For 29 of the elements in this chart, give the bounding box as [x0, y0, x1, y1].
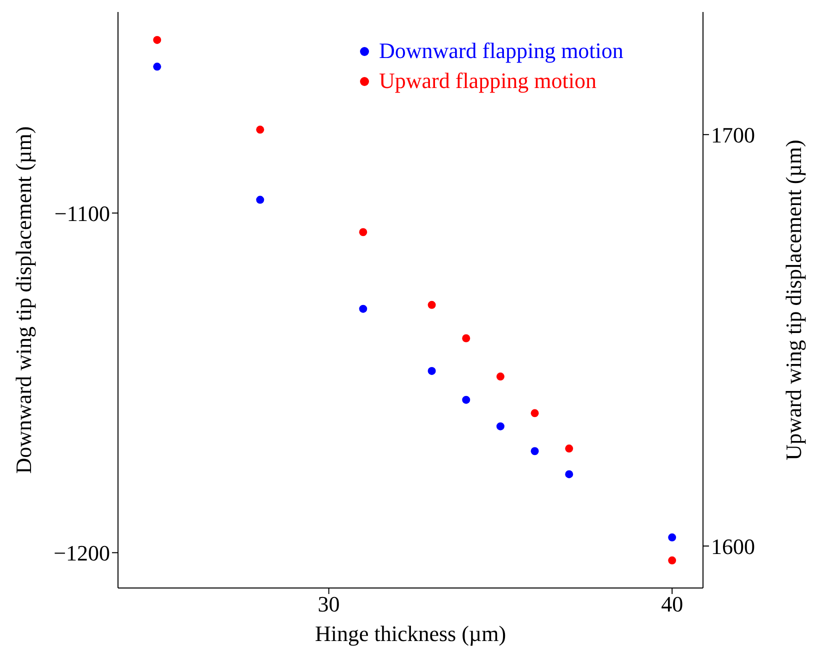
- point: [565, 444, 574, 453]
- point: [496, 422, 504, 430]
- y2-tick-label: 1600: [711, 534, 755, 559]
- point: [565, 470, 574, 478]
- legend-label: Upward flapping motion: [379, 67, 597, 95]
- legend-label: Downward flapping motion: [379, 37, 624, 65]
- point: [428, 366, 436, 375]
- point: [428, 300, 436, 309]
- point: [668, 556, 676, 564]
- y-axis-title: Downward wing tip displacement (µm): [10, 126, 36, 474]
- y2-axis-title: Upward wing tip displacement (µm): [780, 140, 806, 460]
- point: [530, 409, 539, 418]
- y-tick-label: −1200: [54, 540, 110, 566]
- x-tick-label: 40: [661, 592, 684, 617]
- y2-tick-label: 1700: [711, 122, 755, 148]
- point: [359, 228, 368, 236]
- point: [153, 62, 162, 71]
- x-tick-label: 30: [318, 592, 340, 617]
- point: [462, 334, 470, 342]
- x-axis-title: Hinge thickness (µm): [314, 621, 506, 646]
- point: [496, 372, 504, 381]
- point: [256, 196, 264, 204]
- point: [256, 126, 264, 134]
- y-tick-label: −1100: [54, 200, 110, 226]
- point: [359, 304, 368, 313]
- point: [462, 396, 470, 404]
- point: [668, 533, 676, 542]
- point: [530, 447, 539, 456]
- point: [153, 36, 162, 44]
